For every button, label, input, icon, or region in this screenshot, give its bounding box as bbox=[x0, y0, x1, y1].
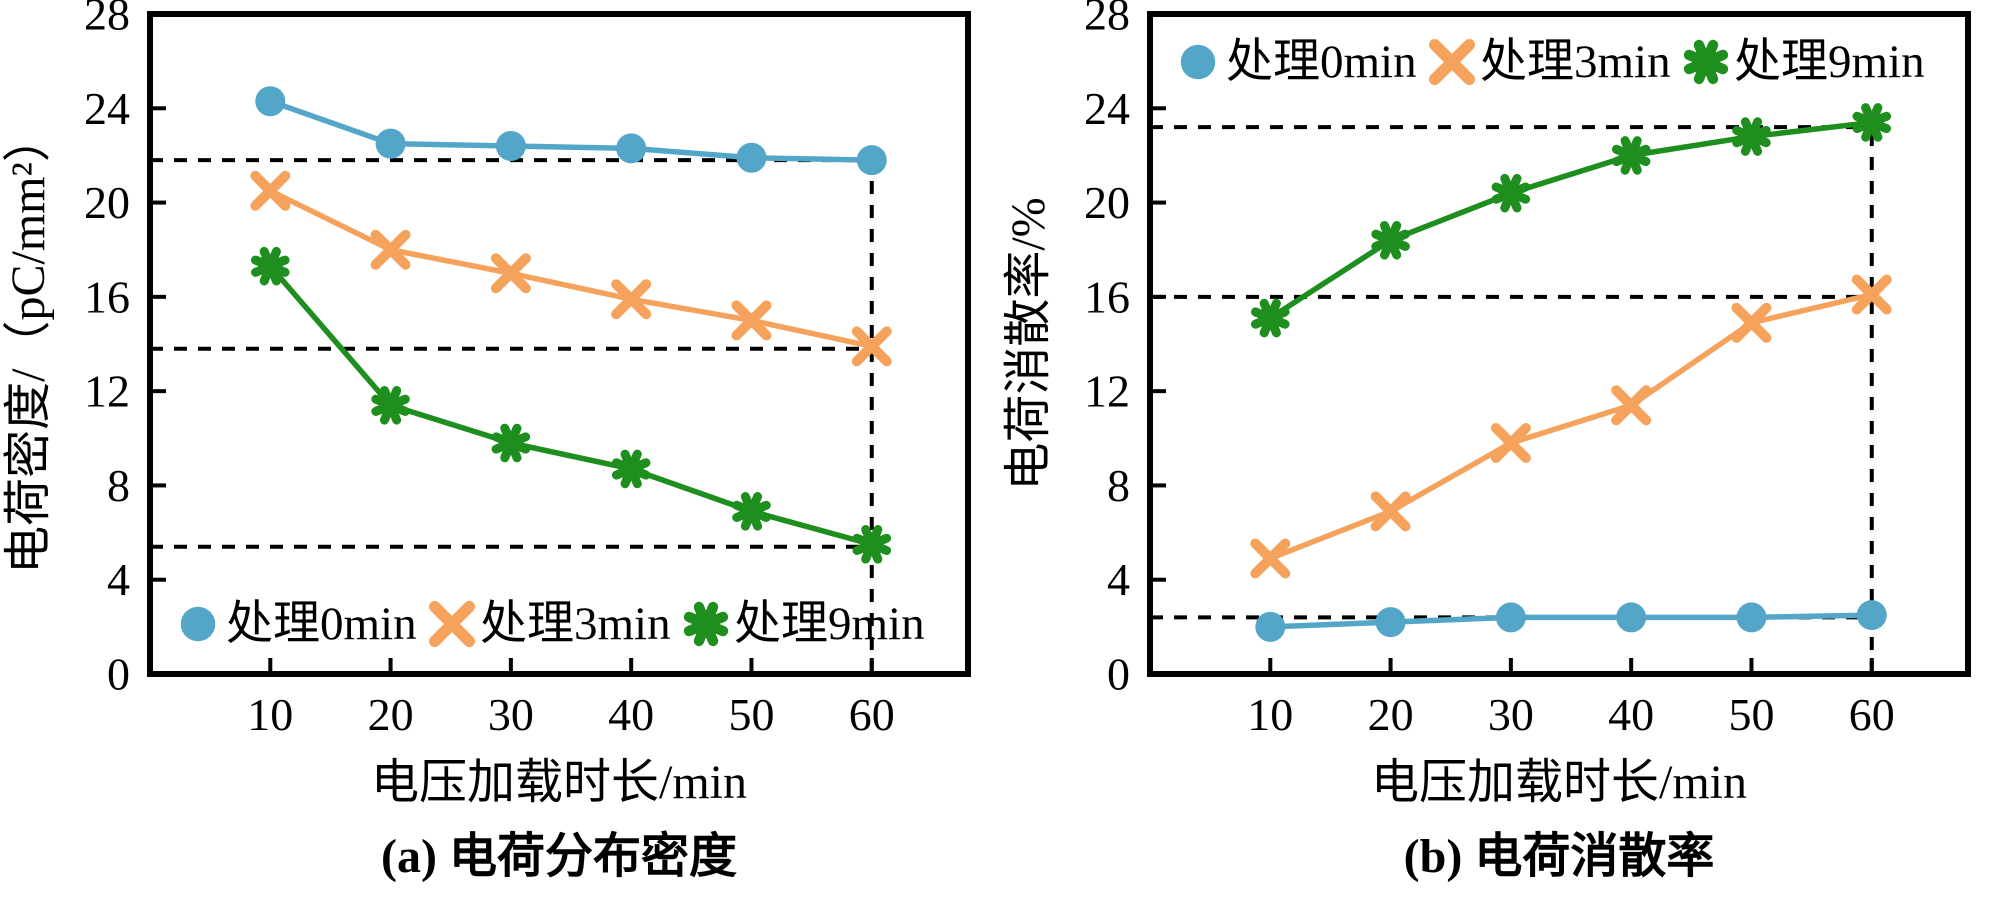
panel-a: 10 20 30 40 50 60 0 4 8 12 16 20 24 28 处理0min 处理3min 处理9… bbox=[2, 0, 971, 883]
marker-asterisk-center bbox=[1264, 312, 1277, 325]
panel-caption-b: (b) 电荷消散率 bbox=[1404, 830, 1715, 883]
marker-circle bbox=[495, 131, 526, 161]
y-tick-label: 12 bbox=[1084, 366, 1130, 417]
x-tick-label: 50 bbox=[728, 689, 774, 740]
y-tick-label: 28 bbox=[1084, 0, 1130, 40]
marker-circle bbox=[736, 142, 767, 173]
series-line bbox=[1267, 612, 1875, 630]
marker-circle bbox=[255, 86, 286, 117]
marker-asterisk-center bbox=[1625, 149, 1638, 162]
y-tick-label: 8 bbox=[1107, 460, 1130, 511]
panel-b: 10 20 30 40 50 60 0 4 8 12 16 20 24 28 处理0min 处理3min 处理9… bbox=[1000, 0, 2000, 908]
marker-circle bbox=[1375, 607, 1406, 638]
x-tick-label: 10 bbox=[1247, 689, 1293, 740]
x-axis-title-a: 电压加载时长/min bbox=[371, 756, 747, 809]
series-line bbox=[267, 188, 875, 350]
y-axis-title-b: 电荷消散率/% bbox=[1002, 197, 1055, 490]
y-tick-label: 20 bbox=[84, 177, 130, 228]
marker-x bbox=[1429, 39, 1475, 85]
marker-circle bbox=[856, 145, 887, 176]
x-tick-label: 50 bbox=[1728, 689, 1774, 740]
x-tick-label: 10 bbox=[247, 689, 293, 740]
marker-asterisk-center bbox=[625, 462, 638, 475]
y-tick-label: 8 bbox=[107, 460, 130, 511]
x-tick-label: 30 bbox=[1488, 689, 1534, 740]
marker-asterisk-center bbox=[384, 399, 397, 412]
chart-a: 10 20 30 40 50 60 0 4 8 12 16 20 24 28 处理0min 处理3min 处理9… bbox=[2, 0, 971, 883]
marker-asterisk-center bbox=[1745, 130, 1758, 143]
marker-x bbox=[1611, 385, 1652, 426]
marker-asterisk-center bbox=[504, 437, 517, 449]
marker-circle bbox=[1255, 611, 1286, 642]
marker-asterisk-center bbox=[1504, 187, 1517, 200]
x-tick-label: 30 bbox=[488, 689, 534, 740]
marker-x bbox=[851, 326, 892, 367]
marker-x bbox=[370, 229, 411, 270]
marker-asterisk-center bbox=[1384, 234, 1397, 247]
marker-circle bbox=[1180, 44, 1216, 80]
marker-circle bbox=[1616, 602, 1647, 633]
marker-circle bbox=[616, 133, 647, 164]
marker-asterisk-center bbox=[699, 617, 713, 631]
marker-asterisk-center bbox=[1699, 55, 1713, 69]
x-tick-label: 20 bbox=[368, 689, 414, 740]
marker-circle bbox=[375, 128, 406, 159]
legend-label: 处理0min bbox=[1226, 36, 1417, 88]
plot-area-b: 10 20 30 40 50 60 0 4 8 12 16 20 24 28 处理0min 处理3min 处理9… bbox=[1084, 0, 1971, 740]
y-tick-label: 20 bbox=[1084, 177, 1130, 228]
x-tick-label: 60 bbox=[1849, 689, 1895, 740]
y-tick-label: 16 bbox=[1084, 271, 1130, 322]
legend-label: 处理3min bbox=[480, 598, 671, 650]
y-tick-label: 24 bbox=[1084, 83, 1130, 134]
x-tick-label: 40 bbox=[608, 689, 654, 740]
marker-x bbox=[250, 170, 291, 211]
series-line bbox=[267, 98, 875, 163]
marker-asterisk-center bbox=[745, 505, 758, 518]
marker-x bbox=[1250, 538, 1291, 579]
legend-label: 处理9min bbox=[734, 598, 925, 650]
legend-label: 处理3min bbox=[1480, 36, 1671, 88]
x-tick-label: 20 bbox=[1368, 689, 1414, 740]
y-tick-label: 4 bbox=[107, 554, 130, 605]
series-line bbox=[1267, 119, 1875, 321]
legend-label: 处理0min bbox=[226, 598, 417, 650]
chart-b: 10 20 30 40 50 60 0 4 8 12 16 20 24 28 处理0min 处理3min 处理9… bbox=[1002, 0, 1971, 883]
marker-x bbox=[1851, 274, 1892, 315]
y-tick-label: 12 bbox=[84, 366, 130, 417]
marker-x bbox=[429, 601, 475, 647]
marker-circle bbox=[1856, 600, 1887, 631]
marker-x bbox=[611, 279, 652, 320]
plot-border bbox=[147, 11, 971, 677]
y-tick-label: 0 bbox=[1107, 649, 1130, 700]
y-tick-label: 24 bbox=[84, 83, 130, 134]
plot-border bbox=[1147, 11, 1971, 677]
series-line bbox=[267, 263, 875, 548]
marker-x bbox=[1490, 423, 1531, 463]
marker-x bbox=[1731, 302, 1772, 343]
y-tick-label: 4 bbox=[1107, 554, 1130, 605]
x-axis-title-b: 电压加载时长/min bbox=[1371, 756, 1747, 809]
plot-area-a: 10 20 30 40 50 60 0 4 8 12 16 20 24 28 处理0min 处理3min 处理9… bbox=[84, 0, 971, 740]
marker-circle bbox=[1736, 602, 1767, 633]
marker-asterisk-center bbox=[264, 260, 277, 273]
x-tick-label: 40 bbox=[1608, 689, 1654, 740]
y-tick-label: 0 bbox=[107, 649, 130, 700]
marker-circle bbox=[180, 606, 216, 642]
marker-asterisk-center bbox=[865, 538, 878, 551]
x-tick-label: 60 bbox=[849, 689, 895, 740]
marker-x bbox=[490, 253, 531, 294]
series-line bbox=[1267, 291, 1875, 562]
marker-x bbox=[731, 300, 772, 341]
y-tick-label: 16 bbox=[84, 271, 130, 322]
y-axis-title-a: 电荷密度/（pC/mm²） bbox=[2, 114, 55, 574]
marker-asterisk-center bbox=[1865, 116, 1878, 129]
legend-label: 处理9min bbox=[1734, 36, 1925, 88]
marker-circle bbox=[1495, 602, 1526, 633]
panel-caption-a: (a) 电荷分布密度 bbox=[381, 830, 737, 883]
marker-x bbox=[1370, 491, 1411, 532]
y-tick-label: 28 bbox=[84, 0, 130, 40]
